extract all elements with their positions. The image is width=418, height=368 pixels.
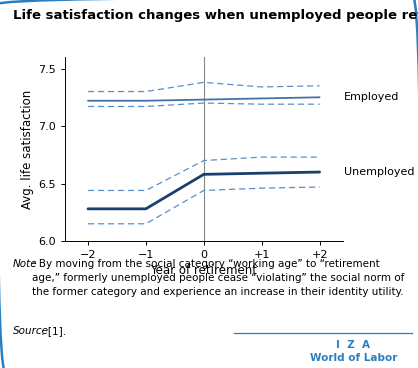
Text: I  Z  A: I Z A: [336, 340, 370, 350]
Text: : [1].: : [1].: [41, 326, 66, 336]
Text: Life satisfaction changes when unemployed people retire: Life satisfaction changes when unemploye…: [13, 9, 418, 22]
Y-axis label: Avg. life satisfaction: Avg. life satisfaction: [21, 89, 34, 209]
Text: Employed: Employed: [344, 92, 399, 102]
Text: World of Labor: World of Labor: [309, 353, 397, 363]
Text: : By moving from the social category “working age” to “retirement
age,” formerly: : By moving from the social category “wo…: [32, 259, 405, 297]
Text: Unemployed: Unemployed: [344, 167, 414, 177]
Text: Source: Source: [13, 326, 48, 336]
X-axis label: Year of retirement: Year of retirement: [150, 264, 257, 277]
Text: Note: Note: [13, 259, 37, 269]
